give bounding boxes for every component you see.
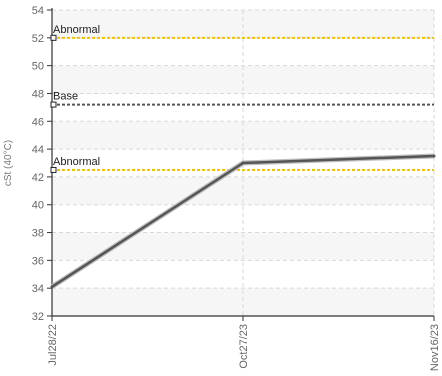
data-point xyxy=(432,154,436,158)
reference-line-label: Base xyxy=(53,91,78,103)
reference-line-label: Abnormal xyxy=(53,24,100,36)
y-tick-label: 36 xyxy=(32,255,44,267)
y-tick-label: 48 xyxy=(32,88,44,100)
y-tick-label: 46 xyxy=(32,116,44,128)
y-axis-ticks: 32 34 36 38 40 42 44 46 48 50 52 54 xyxy=(32,5,52,323)
x-tick-label: Oct27/23 xyxy=(238,324,250,369)
y-tick-label: 44 xyxy=(32,144,44,156)
x-tick-label: Jul28/22 xyxy=(47,324,59,366)
reference-line-label: Abnormal xyxy=(53,156,100,168)
reference-lines: Abnormal Base Abnormal xyxy=(50,24,434,173)
data-point xyxy=(241,161,245,165)
reference-marker xyxy=(50,166,57,173)
y-tick-label: 54 xyxy=(32,5,44,17)
y-tick-label: 38 xyxy=(32,228,44,240)
y-tick-label: 52 xyxy=(32,33,44,45)
y-tick-label: 34 xyxy=(32,283,44,295)
y-tick-label: 50 xyxy=(32,61,44,73)
y-tick-label: 42 xyxy=(32,172,44,184)
reference-marker xyxy=(50,101,57,108)
x-axis-ticks: Jul28/22 Oct27/23 Nov16/23 xyxy=(47,316,441,371)
x-tick-label: Nov16/23 xyxy=(429,324,441,371)
data-series xyxy=(50,153,436,289)
y-tick-label: 32 xyxy=(32,311,44,323)
data-point xyxy=(50,285,54,289)
reference-marker xyxy=(50,34,57,41)
y-axis-title: cSt (40°C) xyxy=(3,140,14,186)
y-tick-label: 40 xyxy=(32,200,44,212)
